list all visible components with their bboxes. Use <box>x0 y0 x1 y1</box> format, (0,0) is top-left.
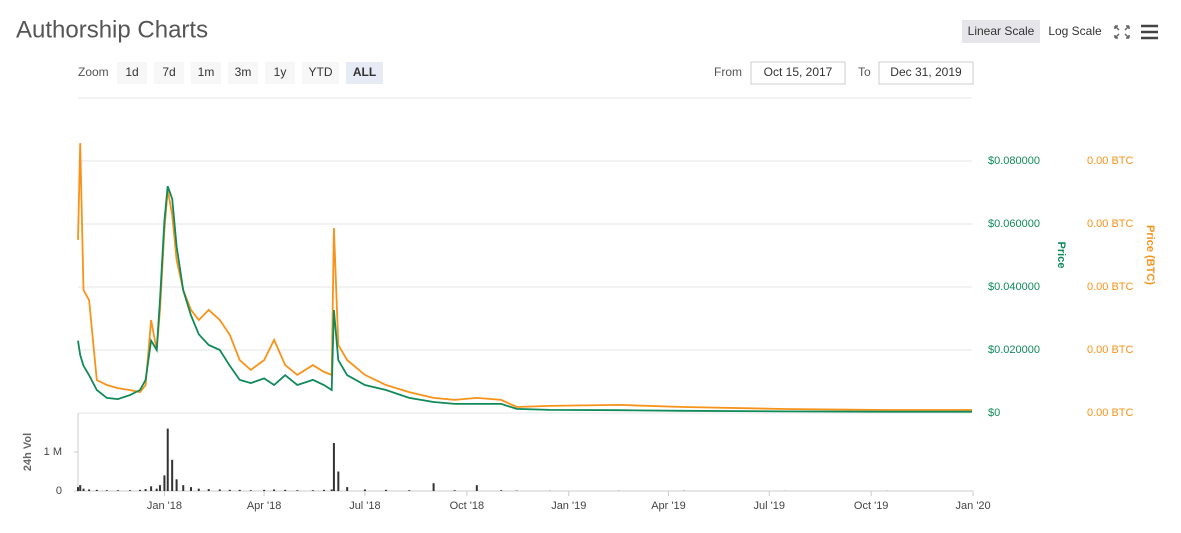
x-tick-label: Oct '19 <box>854 500 889 512</box>
menu-icon[interactable] <box>1141 26 1158 38</box>
x-tick-label: Apr '18 <box>247 500 282 512</box>
volume-bar <box>145 489 147 491</box>
y-axis-title: Price <box>1055 242 1067 269</box>
volume-bar <box>156 489 158 491</box>
y-tick-label: $0.020000 <box>988 344 1040 356</box>
volume-bar <box>333 443 335 491</box>
volume-bar <box>171 460 173 491</box>
y-tick-label: $0.060000 <box>988 218 1040 230</box>
zoom-label: Zoom <box>78 65 109 79</box>
volume-bar <box>476 485 478 491</box>
volume-bar <box>346 487 348 491</box>
y-tick-label: $0.080000 <box>988 155 1040 167</box>
volume-bar <box>150 486 152 491</box>
from-label: From <box>714 65 742 79</box>
x-tick-label: Jul '19 <box>754 500 785 512</box>
x-tick-label: Oct '18 <box>450 500 485 512</box>
volume-bar <box>159 485 161 491</box>
volume-bar <box>163 475 165 491</box>
to-label: To <box>858 65 871 79</box>
volume-bar <box>88 489 90 491</box>
volume-bar <box>190 487 192 491</box>
volume-bar <box>312 490 314 491</box>
volume-bar <box>296 490 298 491</box>
volume-bar <box>117 490 119 491</box>
price-line <box>78 143 972 410</box>
y-tick-label: $0.040000 <box>988 281 1040 293</box>
volume-bar <box>96 490 98 491</box>
volume-bar <box>77 487 79 491</box>
zoom-button-label: 1y <box>274 65 287 79</box>
volume-axis-title: 24h Vol <box>22 433 34 471</box>
y-tick-label: 0 <box>56 485 62 497</box>
x-tick-label: Jul '18 <box>349 500 380 512</box>
volume-bar <box>331 489 333 491</box>
log-scale-label[interactable]: Log Scale <box>1048 24 1102 38</box>
volume-bar <box>337 472 339 492</box>
volume-bar <box>500 490 502 491</box>
volume-bar <box>454 490 456 491</box>
volume-bar <box>176 479 178 491</box>
price-line <box>78 186 972 412</box>
y2-tick-label: 0.00 BTC <box>1087 155 1134 167</box>
volume-bar <box>208 489 210 491</box>
x-tick-label: Jan '18 <box>147 500 182 512</box>
volume-bar <box>182 485 184 491</box>
zoom-button-label: 1m <box>198 65 215 79</box>
page-title: Authorship Charts <box>16 16 208 43</box>
volume-bar <box>219 489 221 491</box>
volume-bar <box>139 490 141 491</box>
linear-scale-label: Linear Scale <box>968 24 1035 38</box>
volume-bar <box>229 490 231 491</box>
y2-tick-label: 0.00 BTC <box>1087 281 1134 293</box>
zoom-button-label: 7d <box>162 65 175 79</box>
x-tick-label: Apr '19 <box>651 500 686 512</box>
volume-bar <box>273 489 275 491</box>
zoom-button-label: 1d <box>125 65 138 79</box>
volume-bar <box>79 485 81 491</box>
volume-bar <box>263 490 265 491</box>
x-tick-label: Jan '19 <box>551 500 586 512</box>
y2-tick-label: 0.00 BTC <box>1087 218 1134 230</box>
volume-bar <box>284 490 286 491</box>
to-date: Dec 31, 2019 <box>890 65 962 79</box>
volume-bar <box>106 490 108 491</box>
volume-bar <box>167 429 169 491</box>
zoom-button-label: ALL <box>353 65 376 79</box>
y2-axis-title: Price (BTC) <box>1144 225 1156 285</box>
volume-bar <box>250 490 252 491</box>
zoom-button-label: 3m <box>235 65 252 79</box>
volume-bar <box>129 490 131 491</box>
x-tick-label: Jan '20 <box>956 500 991 512</box>
volume-bar <box>83 489 85 491</box>
y-tick-label: 1 M <box>44 446 62 458</box>
volume-bar <box>364 489 366 491</box>
volume-bar <box>408 490 410 491</box>
zoom-button-label: YTD <box>309 65 333 79</box>
from-date: Oct 15, 2017 <box>764 65 833 79</box>
y-tick-label: $0 <box>988 407 1000 419</box>
volume-bar <box>323 490 325 491</box>
y2-tick-label: 0.00 BTC <box>1087 407 1134 419</box>
volume-bar <box>198 489 200 491</box>
volume-bar <box>385 490 387 491</box>
y2-tick-label: 0.00 BTC <box>1087 344 1134 356</box>
volume-bar <box>433 483 435 491</box>
volume-bar <box>239 490 241 491</box>
fullscreen-icon[interactable] <box>1115 26 1129 38</box>
